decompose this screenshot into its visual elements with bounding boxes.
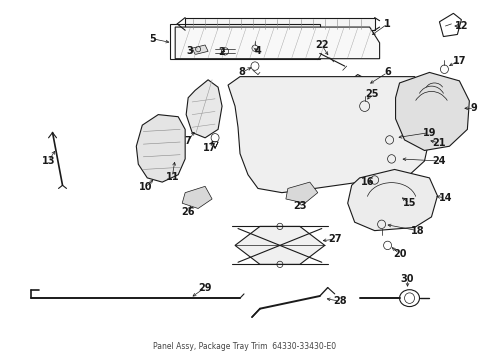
Polygon shape	[395, 72, 468, 150]
Text: 16: 16	[360, 177, 374, 187]
Text: 6: 6	[384, 67, 390, 77]
Text: 21: 21	[432, 138, 445, 148]
Text: 4: 4	[254, 46, 261, 56]
Text: 18: 18	[410, 226, 424, 236]
Text: 19: 19	[422, 127, 435, 138]
Text: 29: 29	[198, 283, 211, 293]
Text: 22: 22	[314, 40, 328, 50]
Text: 8: 8	[238, 67, 245, 77]
Text: 25: 25	[364, 89, 378, 99]
Polygon shape	[175, 27, 379, 59]
Polygon shape	[136, 114, 185, 182]
Text: 17: 17	[452, 56, 465, 66]
Polygon shape	[347, 170, 437, 231]
Polygon shape	[341, 75, 371, 119]
Polygon shape	[192, 45, 208, 54]
Text: 9: 9	[470, 103, 477, 113]
Text: 2: 2	[218, 48, 225, 57]
Text: 13: 13	[41, 156, 55, 166]
Text: 30: 30	[400, 274, 413, 284]
Text: 24: 24	[432, 156, 445, 166]
Text: 15: 15	[402, 198, 415, 208]
Text: 27: 27	[327, 234, 341, 244]
Text: 20: 20	[392, 249, 406, 259]
Polygon shape	[227, 77, 430, 193]
Polygon shape	[186, 80, 222, 138]
Text: 1: 1	[384, 19, 390, 29]
Text: 14: 14	[438, 193, 451, 203]
Text: 12: 12	[454, 21, 467, 31]
Polygon shape	[182, 186, 212, 208]
Text: 5: 5	[148, 34, 155, 44]
Polygon shape	[285, 182, 317, 203]
Text: 23: 23	[292, 201, 306, 211]
Text: 28: 28	[332, 296, 346, 306]
Polygon shape	[185, 18, 374, 30]
Text: 17: 17	[203, 143, 216, 153]
Text: 26: 26	[181, 207, 195, 217]
Text: 11: 11	[165, 172, 179, 182]
Text: Panel Assy, Package Tray Trim  64330-33430-E0: Panel Assy, Package Tray Trim 64330-3343…	[153, 342, 335, 351]
Text: 7: 7	[184, 136, 191, 146]
Text: 3: 3	[186, 46, 193, 56]
Text: 10: 10	[138, 183, 152, 192]
Polygon shape	[235, 226, 324, 264]
